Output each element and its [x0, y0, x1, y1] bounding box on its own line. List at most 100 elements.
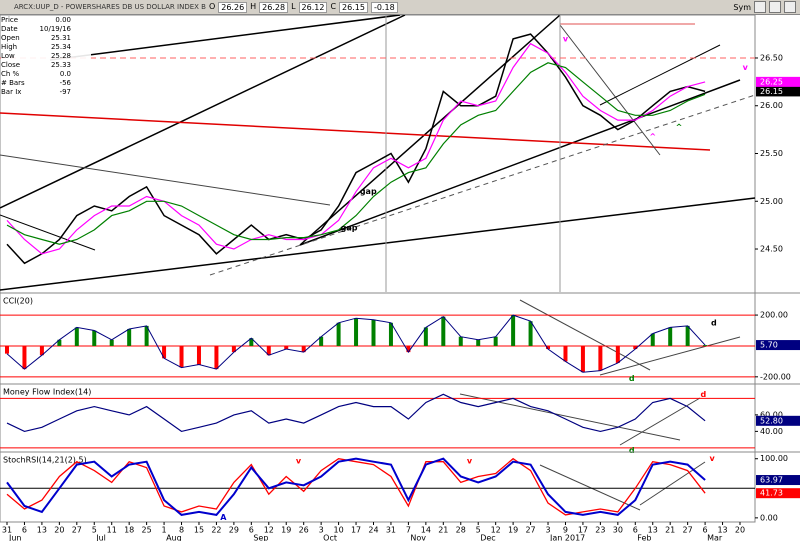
value-box: [756, 86, 800, 97]
x-tick-label: 1: [162, 526, 167, 535]
value-box-label: 26.15: [760, 87, 783, 96]
y-tick-label: 26.50: [760, 53, 783, 62]
x-tick-label: 17: [578, 526, 588, 535]
info-row: Price 0.00: [1, 16, 71, 25]
x-tick-label: 15: [194, 526, 204, 535]
x-tick-label: 28: [456, 526, 466, 535]
y-tick-label: 26.00: [760, 101, 783, 110]
month-label: Jul: [95, 534, 106, 541]
annotation: d: [711, 318, 717, 327]
annotation: v: [743, 63, 749, 72]
info-label: Open: [1, 34, 20, 42]
y-tick-label: 0.00: [760, 513, 778, 522]
x-tick-label: 5: [92, 526, 97, 535]
value-box-label: 26.25: [760, 77, 783, 86]
x-tick-label: 10: [334, 526, 344, 535]
quote-value: 26.15: [339, 1, 368, 13]
quote-label: H: [250, 1, 257, 11]
info-row: Open 25.31: [1, 34, 71, 43]
annotation: v: [296, 457, 302, 466]
x-tick-label: 26: [299, 526, 309, 535]
info-row: Bar Ix -97: [1, 88, 71, 97]
series-line: [6, 457, 706, 516]
x-tick-label: 30: [613, 526, 623, 535]
x-tick-label: 14: [421, 526, 431, 535]
x-tick-label: 27: [683, 526, 693, 535]
x-tick-label: 9: [563, 526, 568, 535]
info-value: 0.0: [59, 70, 71, 78]
info-label: Close: [1, 61, 21, 69]
value-box: [756, 415, 800, 426]
symbol-button[interactable]: Sym: [733, 2, 751, 12]
info-label: Ch %: [1, 70, 20, 78]
quote-label: O: [208, 1, 216, 11]
x-tick-label: 23: [595, 526, 605, 535]
info-row: # Bars -56: [1, 79, 71, 88]
series-line: [6, 33, 706, 265]
value-box: [756, 475, 800, 486]
y-tick-label: 40.00: [760, 427, 783, 436]
value-box-label: 52.80: [760, 416, 783, 425]
value-box-label: 41.73: [760, 489, 783, 498]
annotation: gap: [341, 224, 358, 233]
month-label: Mar: [707, 534, 723, 541]
x-tick-label: 19: [508, 526, 518, 535]
x-tick-label: 3: [319, 526, 324, 535]
x-tick-label: 22: [211, 526, 221, 535]
info-value: 25.31: [50, 34, 71, 42]
series-line: [6, 62, 706, 245]
info-label: Low: [1, 52, 15, 60]
info-value: -56: [59, 79, 71, 87]
x-tick-label: 3: [545, 526, 550, 535]
month-label: Nov: [410, 534, 426, 541]
x-tick-label: 20: [735, 526, 745, 535]
month-label: Jun: [8, 534, 22, 541]
info-label: Bar Ix: [1, 88, 22, 96]
annotation: v: [709, 454, 715, 463]
trend-lines: [0, 14, 756, 511]
info-label: # Bars: [1, 79, 25, 87]
info-row: Ch % 0.0: [1, 70, 71, 79]
quote-label: -0.18: [370, 1, 398, 13]
info-value: 25.34: [50, 43, 71, 51]
info-value: 25.33: [50, 61, 71, 69]
button[interactable]: [754, 1, 766, 13]
x-tick-label: 12: [491, 526, 501, 535]
header-bar: ARCX:UUP_D - POWERSHARES DB US DOLLAR IN…: [0, 0, 800, 15]
info-value: 10/19/16: [39, 25, 71, 33]
month-label: Sep: [253, 534, 268, 541]
x-tick-label: 17: [351, 526, 361, 535]
quote-label: L: [291, 1, 296, 11]
info-value: -97: [59, 88, 71, 96]
y-tick-label: 60.00: [760, 410, 783, 419]
x-tick-label: 11: [107, 526, 117, 535]
info-label: Date: [1, 25, 18, 33]
x-tick-label: 6: [249, 526, 254, 535]
series-line: [6, 42, 706, 255]
y-tick-label: 100.00: [760, 454, 788, 463]
annotation: d: [700, 390, 706, 399]
x-tick-label: 31: [2, 526, 12, 535]
x-tick-label: 7: [406, 526, 411, 535]
value-box-label: 63.97: [760, 476, 783, 485]
button[interactable]: [769, 1, 781, 13]
value-box: [756, 488, 800, 499]
x-tick-label: 19: [281, 526, 291, 535]
x-tick-label: 6: [633, 526, 638, 535]
annotation: d: [629, 374, 635, 383]
panel-title: CCI(20): [3, 297, 33, 306]
panel: 100.00 0.00 StochRSI(14,21(2),5) 41.73 63.97…: [0, 451, 800, 522]
value-box-label: 5.70: [760, 341, 778, 350]
y-tick-label: 24.50: [760, 245, 783, 254]
y-tick-label: -200.00: [760, 372, 791, 381]
x-tick-label: 20: [54, 526, 64, 535]
series-line: [6, 393, 706, 433]
chart-title: ARCX:UUP_D - POWERSHARES DB US DOLLAR IN…: [14, 3, 206, 11]
info-row: High 25.34: [1, 43, 71, 52]
y-tick-label: 200.00: [760, 311, 788, 320]
panel-title: Money Flow Index(14): [3, 388, 91, 397]
button[interactable]: [784, 1, 796, 13]
value-box: [756, 340, 800, 351]
